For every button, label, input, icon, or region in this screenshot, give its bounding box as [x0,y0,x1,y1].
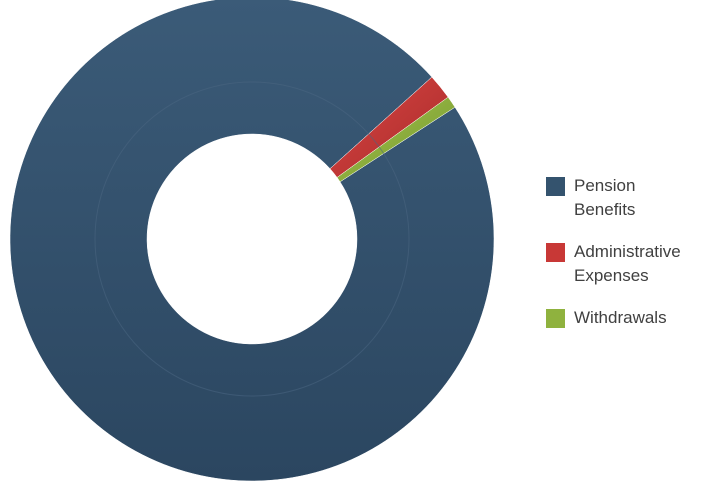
donut-slices [9,0,495,482]
legend-item-pension-benefits: Pension Benefits [546,174,706,222]
slice-withdrawals [336,96,456,183]
legend-swatch-withdrawals [546,309,565,328]
inner-ring-divider [94,81,410,397]
legend-swatch-administrative-expenses [546,243,565,262]
chart-legend: Pension Benefits Administrative Expenses… [546,174,706,348]
legend-swatch-pension-benefits [546,177,565,196]
donut-chart [9,0,495,482]
legend-label-pension-benefits: Pension Benefits [574,176,636,219]
legend-item-withdrawals: Withdrawals [546,306,706,330]
slice-pension-benefits [9,0,495,482]
legend-label-administrative-expenses: Administrative Expenses [574,242,681,285]
legend-item-administrative-expenses: Administrative Expenses [546,240,706,288]
legend-label-withdrawals: Withdrawals [574,308,667,327]
